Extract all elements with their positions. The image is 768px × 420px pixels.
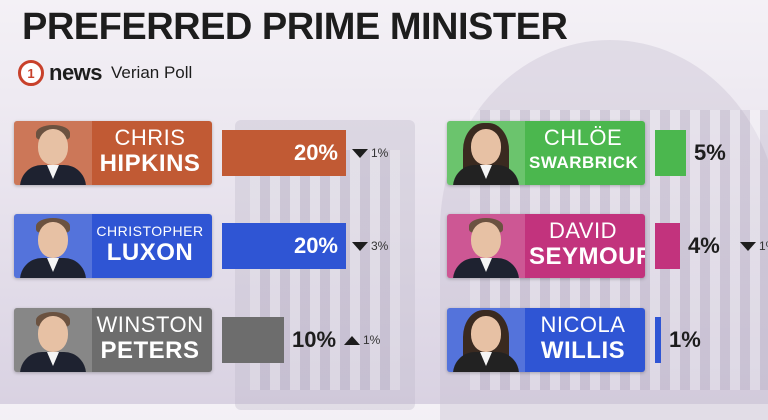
candidate-card: CHRISTOPHER LUXON — [14, 214, 212, 278]
page-title: PREFERRED PRIME MINISTER — [22, 6, 568, 48]
candidate-first-name: CHLÖE — [543, 125, 623, 150]
brand-news: news — [49, 60, 103, 85]
data-label: 1% — [669, 327, 701, 352]
triangle-down-icon — [352, 241, 368, 251]
change-value: 1% — [371, 146, 389, 160]
candidate-first-name: NICOLA — [540, 312, 626, 337]
data-label: 10% — [292, 327, 337, 352]
candidate-last-name: SWARBRICK — [529, 153, 639, 172]
bar — [655, 317, 661, 363]
candidate-first-name: DAVID — [548, 218, 618, 243]
candidate-first-name: CHRIS — [114, 125, 186, 150]
candidate-last-name: SEYMOUR — [529, 243, 645, 270]
triangle-down-icon — [352, 148, 368, 158]
bar — [222, 223, 346, 269]
candidate-name: WINSTON PETERS — [96, 314, 204, 363]
candidate-card: CHRIS HIPKINS — [14, 121, 212, 185]
candidate-first-name: WINSTON — [96, 312, 204, 337]
data-label: 4% — [688, 233, 720, 258]
candidate-card: DAVID SEYMOUR — [447, 214, 645, 278]
candidate-photo-head — [471, 129, 501, 165]
candidate-card: NICOLA WILLIS — [447, 308, 645, 372]
candidate-last-name: PETERS — [100, 337, 200, 364]
candidate-last-name: LUXON — [106, 239, 194, 266]
candidate-card: WINSTON PETERS — [14, 308, 212, 372]
change-indicator: 1% — [740, 223, 768, 269]
data-label: 5% — [694, 140, 726, 165]
candidate-last-name: WILLIS — [540, 337, 626, 364]
candidate-name: CHRISTOPHER LUXON — [96, 220, 204, 265]
bar — [655, 223, 680, 269]
candidate-first-name: CHRISTOPHER — [96, 223, 204, 239]
change-indicator: 1% — [352, 130, 388, 176]
candidate-photo — [14, 214, 92, 278]
candidate-photo — [447, 308, 525, 372]
candidate-name: CHLÖE SWARBRICK — [529, 125, 639, 172]
bar — [222, 317, 284, 363]
triangle-down-icon — [740, 241, 756, 251]
change-indicator: 1% — [344, 317, 380, 363]
change-value: 1% — [759, 239, 768, 253]
brand-poll-name: Verian Poll — [111, 63, 193, 82]
candidate-last-name: HIPKINS — [99, 150, 201, 177]
bar — [222, 130, 346, 176]
candidate-photo-head — [38, 129, 68, 165]
change-value: 1% — [363, 333, 381, 347]
candidate-photo-head — [471, 222, 501, 258]
candidate-photo — [447, 121, 525, 185]
change-indicator: 3% — [352, 223, 388, 269]
brand: 1 news Verian Poll — [18, 60, 192, 86]
candidate-name: NICOLA WILLIS — [529, 314, 637, 363]
change-value: 3% — [371, 239, 389, 253]
one-news-logo-icon: 1 — [18, 60, 44, 86]
candidate-name: DAVID SEYMOUR — [529, 218, 645, 270]
candidate-photo — [447, 214, 525, 278]
bar — [655, 130, 686, 176]
candidate-photo — [14, 121, 92, 185]
data-label: 20% — [293, 233, 338, 258]
data-label: 20% — [293, 140, 338, 165]
candidate-photo-head — [38, 222, 68, 258]
triangle-up-icon — [344, 335, 360, 345]
candidate-photo-head — [471, 316, 501, 352]
candidate-photo — [14, 308, 92, 372]
candidate-name: CHRIS HIPKINS — [96, 127, 204, 176]
candidate-photo-head — [38, 316, 68, 352]
candidate-card: CHLÖE SWARBRICK — [447, 121, 645, 185]
